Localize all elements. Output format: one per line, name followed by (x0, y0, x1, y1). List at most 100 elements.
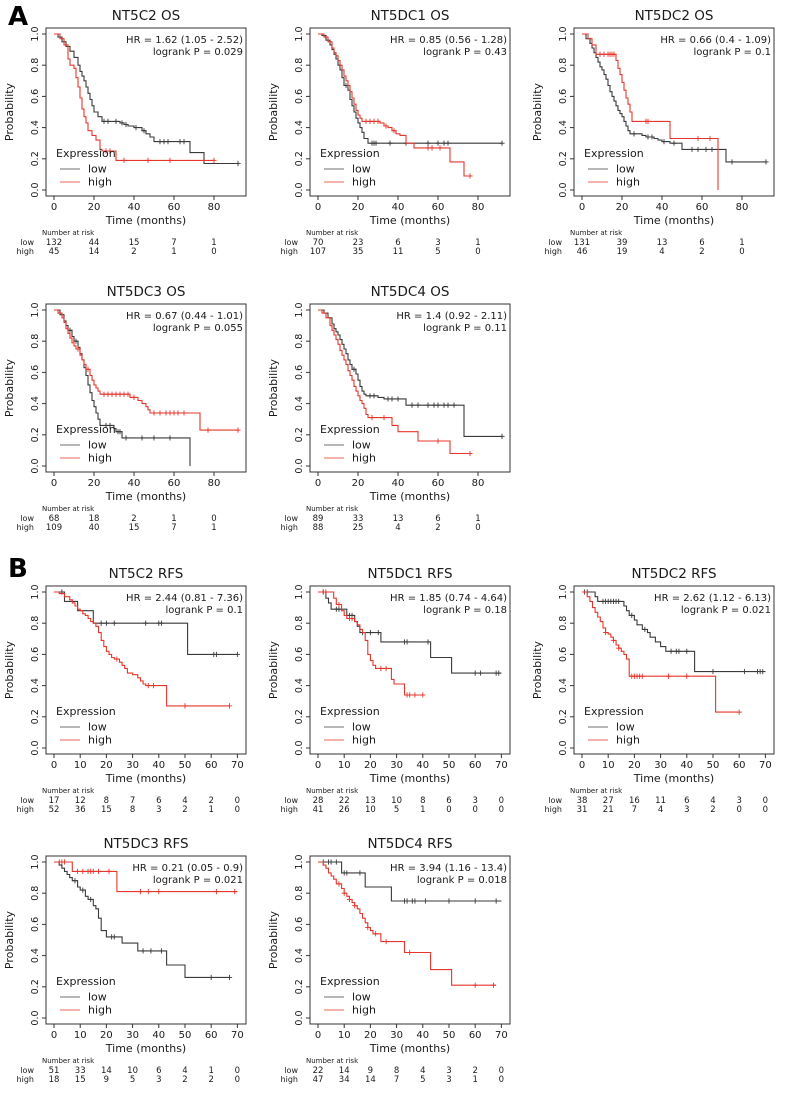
svg-text:9: 9 (104, 1075, 109, 1085)
svg-text:0: 0 (235, 805, 240, 815)
y-axis-label: Probability (531, 82, 544, 141)
svg-text:0: 0 (51, 1030, 57, 1041)
svg-text:2: 2 (710, 805, 715, 815)
svg-text:10: 10 (338, 1030, 351, 1041)
y-axis: 0.0 0.2 0.4 0.6 0.8 1.0 Probability (267, 302, 310, 474)
svg-text:2: 2 (131, 514, 136, 524)
svg-text:20: 20 (100, 1030, 113, 1041)
svg-text:0.0: 0.0 (30, 1010, 41, 1025)
y-axis: 0.0 0.2 0.4 0.6 0.8 1.0 Probability (267, 26, 310, 198)
logrank-annotation: logrank P = 0.055 (153, 323, 243, 334)
svg-text:0.6: 0.6 (294, 647, 305, 662)
svg-text:2: 2 (208, 796, 213, 806)
risk-table: Number at risk low 70 23 6 3 1 high 107 35 11 5 0 (281, 229, 481, 257)
svg-text:40: 40 (416, 1030, 429, 1041)
svg-text:1: 1 (475, 514, 480, 524)
svg-text:27: 27 (603, 796, 614, 806)
svg-text:33: 33 (75, 1066, 86, 1076)
svg-text:high: high (88, 734, 112, 747)
svg-text:0: 0 (475, 523, 480, 533)
svg-text:2: 2 (182, 805, 187, 815)
svg-text:high: high (88, 176, 112, 189)
svg-text:40: 40 (392, 202, 405, 213)
svg-text:8: 8 (420, 796, 425, 806)
svg-text:1.0: 1.0 (558, 26, 569, 41)
svg-text:40: 40 (128, 202, 141, 213)
svg-text:70: 70 (759, 760, 772, 771)
svg-text:low: low (88, 991, 107, 1004)
svg-text:0.6: 0.6 (558, 647, 569, 662)
svg-text:39: 39 (617, 238, 628, 248)
svg-text:low: low (352, 721, 371, 734)
svg-text:31: 31 (577, 805, 588, 815)
y-axis-label: Probability (3, 358, 16, 417)
svg-text:40: 40 (128, 478, 141, 489)
svg-text:0: 0 (51, 202, 57, 213)
svg-text:0.2: 0.2 (30, 151, 41, 166)
km-plot-nt5dc1-os: NT5DC1 OS HR = 0.85 (0.56 - 1.28)logrank … (267, 8, 511, 257)
svg-text:high: high (281, 1075, 298, 1084)
x-axis-label: Time (months) (105, 214, 186, 227)
hr-annotation: HR = 0.85 (0.56 - 1.28) (390, 35, 507, 46)
svg-text:low: low (88, 721, 107, 734)
svg-text:30: 30 (126, 1030, 139, 1041)
plot-title: NT5DC2 OS (635, 8, 714, 24)
plot-frame (45, 855, 247, 1025)
legend-title: Expression (56, 975, 116, 988)
svg-text:0.2: 0.2 (558, 151, 569, 166)
svg-text:30: 30 (126, 760, 139, 771)
svg-text:1: 1 (420, 805, 425, 815)
svg-text:high: high (616, 734, 640, 747)
svg-text:14: 14 (89, 247, 100, 257)
svg-text:0.2: 0.2 (558, 709, 569, 724)
plot-frame (573, 27, 775, 197)
svg-text:2: 2 (435, 523, 440, 533)
y-axis: 0.0 0.2 0.4 0.6 0.8 1.0 Probability (3, 302, 46, 474)
svg-text:low: low (616, 163, 635, 176)
svg-text:1: 1 (208, 1066, 213, 1076)
hr-annotation: HR = 0.67 (0.44 - 1.01) (126, 311, 243, 322)
svg-text:0.6: 0.6 (30, 647, 41, 662)
svg-text:0.0: 0.0 (294, 458, 305, 473)
svg-text:40: 40 (656, 202, 669, 213)
svg-text:low: low (20, 238, 34, 247)
svg-text:7: 7 (632, 805, 637, 815)
high-curve (54, 33, 217, 163)
svg-text:low: low (20, 514, 34, 523)
svg-text:10: 10 (127, 1066, 138, 1076)
svg-text:35: 35 (353, 247, 364, 257)
km-plot-nt5dc4-rfs: NT5DC4 RFS HR = 3.94 (1.16 - 13.4)logrank… (267, 836, 511, 1085)
svg-text:20: 20 (88, 202, 101, 213)
svg-text:14: 14 (365, 1075, 376, 1085)
svg-text:4: 4 (182, 796, 187, 806)
svg-text:low: low (284, 1066, 298, 1075)
svg-text:0.2: 0.2 (294, 427, 305, 442)
svg-text:low: low (20, 796, 34, 805)
svg-text:40: 40 (416, 760, 429, 771)
risk-table-header: Number at risk (306, 787, 359, 795)
svg-text:high: high (281, 805, 298, 814)
svg-text:40: 40 (152, 1030, 165, 1041)
svg-text:3: 3 (446, 1066, 451, 1076)
low-curve (54, 33, 241, 167)
x-axis: 0 20 40 60 80 Time (months) (51, 472, 220, 503)
svg-text:high: high (352, 452, 376, 465)
svg-text:0.6: 0.6 (294, 917, 305, 932)
svg-text:60: 60 (432, 202, 445, 213)
svg-text:low: low (616, 721, 635, 734)
svg-text:28: 28 (313, 796, 324, 806)
svg-text:8: 8 (394, 1066, 399, 1076)
plot-title: NT5DC1 RFS (367, 566, 452, 582)
svg-text:10: 10 (391, 796, 402, 806)
y-axis-label: Probability (531, 640, 544, 699)
risk-table-header: Number at risk (306, 1057, 359, 1065)
svg-text:10: 10 (365, 805, 376, 815)
svg-text:40: 40 (680, 760, 693, 771)
svg-text:high: high (545, 805, 562, 814)
svg-text:41: 41 (313, 805, 324, 815)
svg-text:1.0: 1.0 (558, 584, 569, 599)
svg-text:3: 3 (472, 796, 477, 806)
svg-text:70: 70 (495, 1030, 508, 1041)
low-curve (54, 861, 233, 981)
